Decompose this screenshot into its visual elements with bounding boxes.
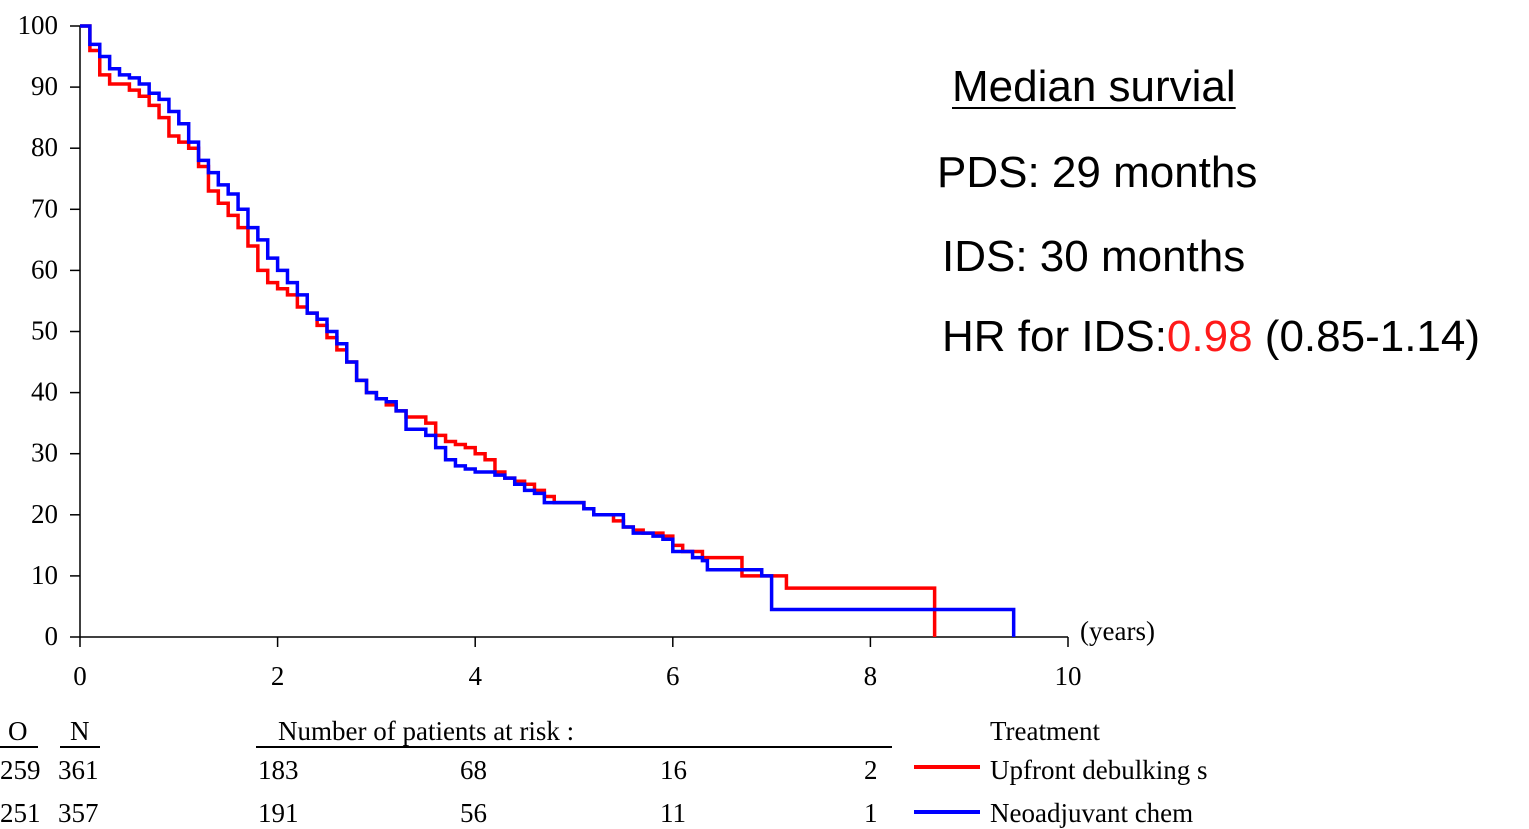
legend-label-neoadjuvant: Neoadjuvant chem [990, 798, 1194, 828]
risk-table-header-underline [256, 746, 892, 748]
risk-col-o-underline [0, 746, 38, 748]
x-tick-label: 6 [666, 661, 680, 691]
risk-count-t2: 191 [258, 798, 299, 828]
risk-row-n: 357 [58, 798, 99, 828]
x-tick-label: 10 [1055, 661, 1082, 691]
hazard-ratio-text: HR for IDS:0.98 (0.85-1.14) [942, 312, 1480, 362]
hazard-ratio-label: HR for IDS: [942, 312, 1167, 361]
risk-col-n-header: N [70, 716, 90, 746]
survival-curve-neoadjuvant [80, 24, 1016, 637]
axes: 0 10 20 30 40 50 60 70 80 90 100 0 2 4 6 8 10 [18, 10, 1082, 691]
survival-curve-upfront [80, 24, 937, 637]
series-group [80, 24, 1016, 637]
risk-count-t2: 183 [258, 755, 299, 785]
risk-col-n-underline [60, 746, 100, 748]
risk-count-t6: 11 [660, 798, 686, 828]
hazard-ratio-ci: (0.85-1.14) [1252, 312, 1481, 361]
y-tick-label: 20 [31, 499, 58, 529]
y-tick-label: 40 [31, 377, 58, 407]
y-tick-label: 100 [18, 10, 59, 40]
risk-count-t4: 68 [460, 755, 487, 785]
x-tick-label: 4 [468, 661, 482, 691]
risk-count-t8: 1 [864, 798, 878, 828]
pds-median-text: PDS: 29 months [937, 148, 1258, 197]
risk-row-o: 251 [0, 798, 41, 828]
ids-median-text: IDS: 30 months [942, 232, 1246, 281]
risk-row-o: 259 [0, 755, 41, 785]
risk-table-header: Number of patients at risk : [278, 716, 575, 746]
y-tick-label: 30 [31, 438, 58, 468]
risk-row-n: 361 [58, 755, 99, 785]
x-tick-label: 0 [73, 661, 87, 691]
y-tick-label: 50 [31, 316, 58, 346]
y-tick-label: 70 [31, 193, 58, 223]
legend-label-upfront: Upfront debulking s [990, 755, 1208, 785]
x-tick-label: 8 [864, 661, 878, 691]
x-tick-label: 2 [271, 661, 285, 691]
legend-line-neoadjuvant [914, 810, 980, 814]
legend-line-upfront [914, 765, 980, 769]
y-tick-label: 10 [31, 560, 58, 590]
median-survival-heading: Median survial [952, 62, 1236, 111]
risk-col-o-header: O [8, 716, 28, 746]
y-tick-label: 80 [31, 132, 58, 162]
y-tick-label: 60 [31, 254, 58, 284]
x-axis-unit-label: (years) [1080, 616, 1155, 646]
risk-count-t8: 2 [864, 755, 878, 785]
y-tick-label: 90 [31, 71, 58, 101]
y-tick-label: 0 [45, 621, 59, 651]
risk-count-t6: 16 [660, 755, 687, 785]
risk-count-t4: 56 [460, 798, 487, 828]
hazard-ratio-value: 0.98 [1166, 312, 1253, 361]
treatment-header: Treatment [990, 716, 1100, 746]
